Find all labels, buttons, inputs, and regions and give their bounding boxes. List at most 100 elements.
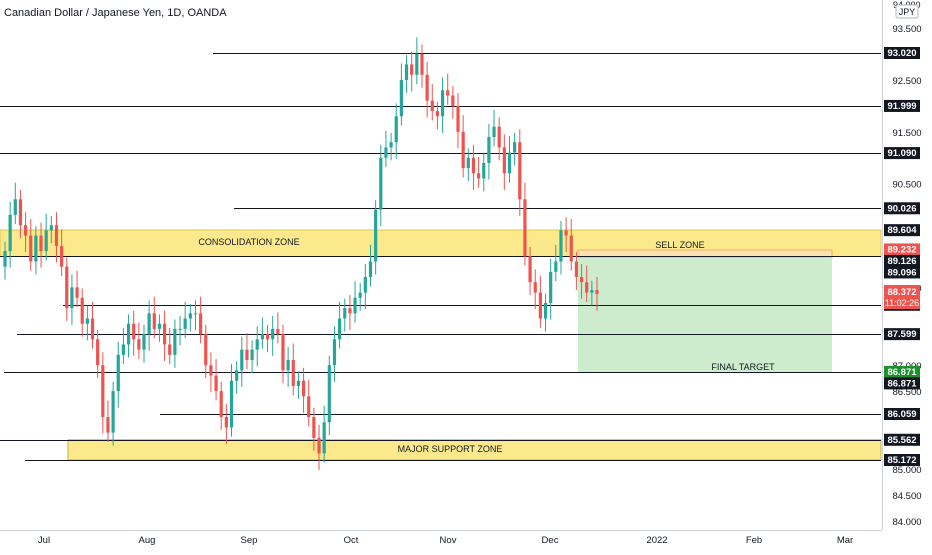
candle[interactable] — [132, 310, 136, 356]
candle[interactable] — [54, 212, 59, 263]
candle[interactable] — [224, 404, 228, 445]
candle[interactable] — [8, 201, 12, 268]
candle[interactable] — [446, 73, 450, 105]
candle[interactable] — [482, 153, 486, 192]
candle[interactable] — [471, 144, 476, 190]
candle[interactable] — [322, 405, 326, 463]
candle[interactable] — [430, 84, 434, 121]
candle[interactable] — [75, 270, 79, 308]
candle[interactable] — [276, 312, 280, 344]
candle[interactable] — [538, 275, 542, 328]
candle[interactable] — [528, 246, 532, 296]
candle[interactable] — [549, 258, 553, 320]
candle[interactable] — [44, 213, 48, 261]
candle[interactable] — [265, 324, 270, 353]
price-level-label[interactable]: 86.871 — [884, 377, 920, 390]
price-level-label[interactable]: 86.871 — [884, 365, 920, 378]
candle[interactable] — [513, 132, 517, 166]
candle[interactable] — [111, 381, 115, 446]
price-level-label[interactable]: 86.059 — [884, 407, 920, 420]
price-level-label[interactable]: 85.562 — [884, 433, 920, 446]
candle[interactable] — [307, 379, 311, 427]
candle[interactable] — [260, 317, 264, 349]
candle[interactable] — [271, 315, 275, 356]
candle[interactable] — [142, 324, 146, 363]
candle[interactable] — [477, 156, 481, 188]
candle[interactable] — [137, 322, 141, 359]
candle[interactable] — [523, 182, 527, 266]
candle[interactable] — [39, 222, 43, 268]
candle[interactable] — [199, 296, 203, 344]
currency-badge[interactable]: JPY — [895, 4, 919, 19]
candle[interactable] — [507, 135, 512, 183]
candle[interactable] — [585, 265, 589, 302]
candle[interactable] — [286, 347, 290, 387]
candle[interactable] — [487, 124, 491, 180]
candle[interactable] — [332, 326, 337, 382]
candle[interactable] — [250, 340, 254, 373]
candle[interactable] — [173, 319, 177, 368]
candle[interactable] — [23, 212, 28, 253]
candle[interactable] — [80, 288, 84, 337]
candle[interactable] — [399, 63, 403, 126]
candle[interactable] — [214, 358, 218, 401]
candle[interactable] — [559, 221, 563, 275]
price-level-label[interactable]: 89.126 — [884, 254, 920, 267]
candle[interactable] — [168, 327, 172, 365]
candle[interactable] — [291, 343, 295, 396]
candle[interactable] — [502, 134, 506, 190]
candle[interactable] — [3, 241, 7, 280]
candle[interactable] — [183, 301, 187, 339]
candle[interactable] — [410, 51, 414, 92]
candle[interactable] — [456, 92, 460, 149]
candle[interactable] — [374, 200, 378, 275]
candle[interactable] — [34, 226, 38, 275]
candle[interactable] — [152, 296, 156, 339]
candle[interactable] — [518, 129, 522, 216]
candle[interactable] — [121, 327, 125, 365]
price-level-label[interactable]: 89.604 — [884, 224, 920, 237]
candle[interactable] — [533, 269, 537, 310]
price-level-label[interactable]: 91.090 — [884, 147, 920, 160]
candle[interactable] — [379, 144, 383, 227]
candle[interactable] — [209, 352, 213, 393]
candle[interactable] — [101, 352, 105, 434]
candle[interactable] — [60, 229, 64, 276]
candle[interactable] — [363, 264, 367, 310]
candle[interactable] — [492, 110, 496, 147]
price-level-label[interactable]: 89.232 — [884, 243, 920, 256]
candle[interactable] — [466, 148, 470, 182]
candle[interactable] — [13, 182, 17, 225]
candle[interactable] — [29, 218, 33, 271]
candle[interactable] — [296, 371, 301, 399]
candle[interactable] — [348, 295, 352, 330]
candle[interactable] — [162, 310, 167, 362]
candle[interactable] — [389, 132, 393, 161]
candle[interactable] — [394, 103, 398, 159]
candle[interactable] — [543, 293, 548, 332]
price-level-label[interactable]: 93.020 — [884, 47, 920, 59]
final-target-zone[interactable] — [578, 258, 832, 372]
price-level-label[interactable]: 87.599 — [884, 328, 920, 341]
candle[interactable] — [425, 61, 429, 118]
price-level-label[interactable]: 89.096 — [884, 266, 920, 279]
candle[interactable] — [435, 101, 440, 130]
candle[interactable] — [554, 244, 558, 282]
candle[interactable] — [204, 324, 208, 379]
candle[interactable] — [404, 55, 409, 93]
candle[interactable] — [116, 341, 120, 408]
candle[interactable] — [343, 298, 347, 332]
candle[interactable] — [188, 304, 192, 332]
candle[interactable] — [255, 326, 259, 367]
candle[interactable] — [219, 381, 223, 431]
candle[interactable] — [590, 280, 594, 306]
candle[interactable] — [85, 305, 89, 341]
candle[interactable] — [240, 336, 244, 387]
candle[interactable] — [368, 244, 373, 287]
candle[interactable] — [574, 252, 579, 291]
candle[interactable] — [147, 300, 151, 351]
candle[interactable] — [229, 364, 234, 437]
candle[interactable] — [235, 361, 239, 394]
